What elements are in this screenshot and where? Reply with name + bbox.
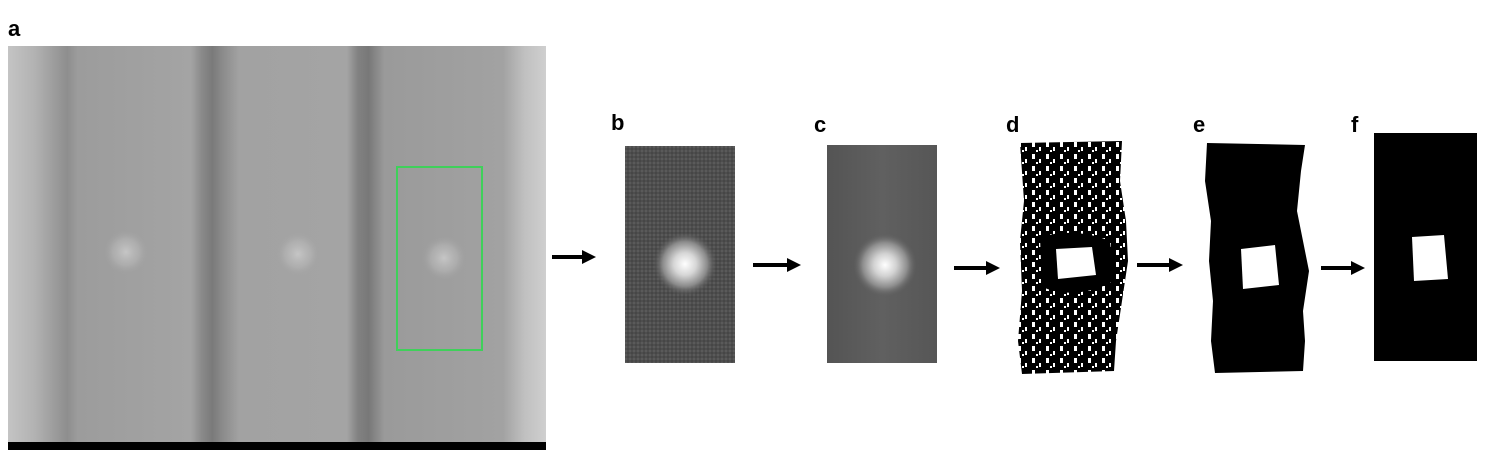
defect-spot-1 <box>104 230 148 274</box>
radiograph-image <box>8 46 546 450</box>
panel-b-cropped-roi <box>625 146 735 363</box>
panel-a-radiograph <box>8 46 546 450</box>
arrow-d-to-e <box>1137 258 1183 272</box>
arrow-a-to-b <box>552 250 596 264</box>
panel-label-d: d <box>1006 112 1020 137</box>
panel-label-a: a <box>8 16 21 41</box>
panel-d-binarized <box>1016 141 1128 374</box>
panel-f-defect-mask <box>1374 133 1477 361</box>
panel-label-b: b <box>611 110 625 135</box>
arrow-e-to-f <box>1321 261 1365 275</box>
panel-label-c: c <box>814 112 827 137</box>
panel-label-f: f <box>1351 112 1359 137</box>
arrow-b-to-c <box>753 258 801 272</box>
roi-box <box>396 166 483 351</box>
arrow-c-to-d <box>954 261 1000 275</box>
panel-c-filtered <box>827 145 937 363</box>
panel-label-e: e <box>1193 112 1206 137</box>
defect-spot-3 <box>422 236 466 280</box>
defect-spot-2 <box>276 232 320 276</box>
panel-e-morphology <box>1201 141 1311 373</box>
